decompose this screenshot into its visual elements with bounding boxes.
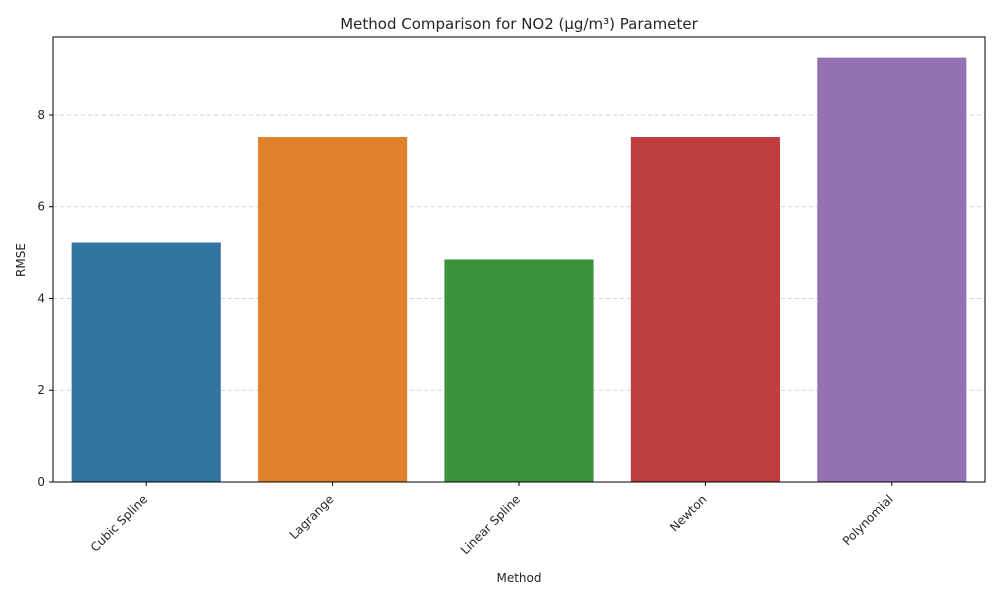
bar-linear-spline (444, 259, 594, 482)
x-axis-label: Method (496, 571, 541, 585)
x-tick-label: Lagrange (287, 492, 337, 542)
y-tick-label: 4 (37, 291, 45, 305)
bar-cubic-spline (71, 242, 221, 482)
y-tick-label: 8 (37, 108, 45, 122)
y-tick-label: 0 (37, 475, 45, 489)
y-tick-label: 2 (37, 383, 45, 397)
y-axis-ticks: 0 2 4 6 8 (37, 108, 53, 489)
x-axis-ticks: Cubic Spline Lagrange Linear Spline Newton P… (88, 482, 896, 557)
bar-polynomial (817, 57, 967, 483)
chart-title: Method Comparison for NO2 (µg/m³) Parame… (340, 15, 698, 33)
bar-newton (630, 137, 780, 482)
bar-lagrange (258, 137, 408, 482)
x-tick-label: Cubic Spline (88, 492, 150, 554)
x-tick-label: Linear Spline (458, 492, 523, 557)
y-tick-label: 6 (37, 200, 45, 214)
x-tick-label: Newton (667, 492, 709, 534)
y-axis-label: RMSE (14, 243, 28, 277)
x-tick-label: Polynomial (840, 492, 896, 548)
bars (71, 57, 967, 483)
